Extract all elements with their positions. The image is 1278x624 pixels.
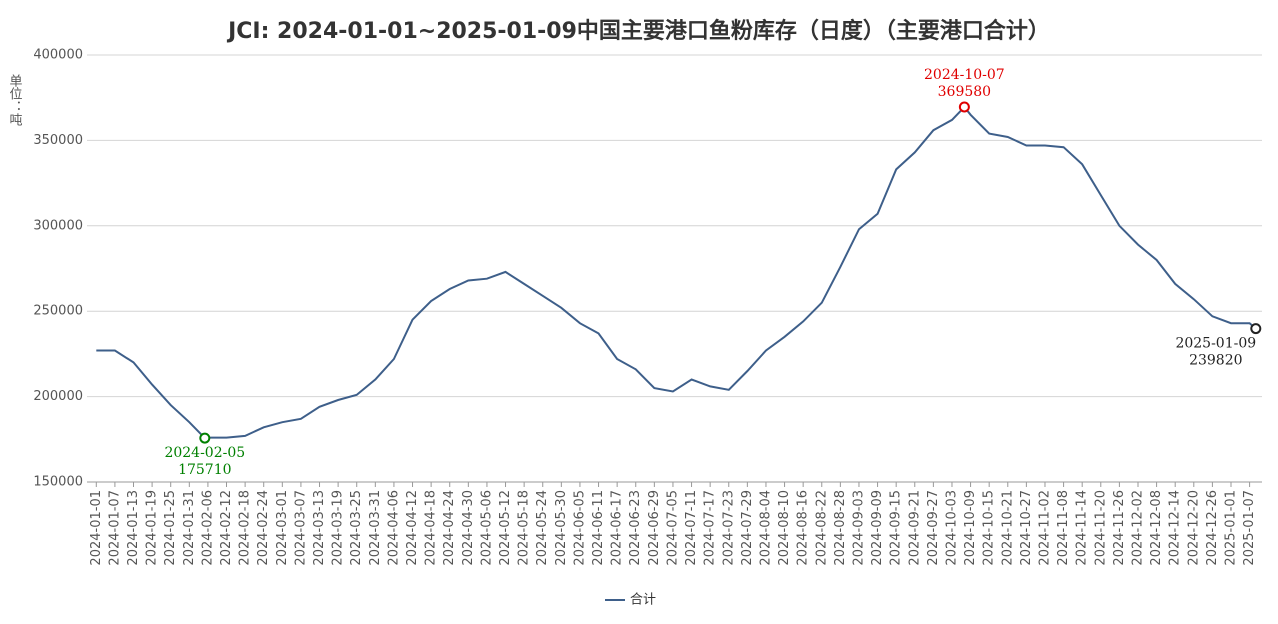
- x-tick-label: 2024-09-03: [851, 490, 866, 566]
- x-tick-label: 2024-01-19: [145, 490, 160, 566]
- x-tick-label: 2024-06-05: [572, 490, 587, 566]
- y-tick-label: 400000: [33, 48, 83, 63]
- x-tick-label: 2024-02-18: [238, 490, 253, 566]
- x-tick-label: 2024-09-09: [870, 490, 885, 566]
- last-value-label: 239820: [1189, 353, 1242, 369]
- x-tick-label: 2024-08-04: [758, 490, 773, 566]
- min-marker: [199, 432, 211, 444]
- y-tick-label: 300000: [33, 218, 83, 233]
- x-tick-label: 2024-02-12: [219, 490, 234, 566]
- x-tick-label: 2024-11-14: [1075, 490, 1090, 566]
- x-tick-label: 2024-07-23: [721, 490, 736, 566]
- x-tick-label: 2024-05-12: [498, 490, 513, 566]
- x-tick-label: 2024-09-15: [889, 490, 904, 566]
- x-tick-label: 2024-12-26: [1205, 490, 1220, 566]
- x-tick-label: 2024-01-07: [107, 490, 122, 566]
- x-tick-label: 2024-10-21: [1000, 490, 1015, 566]
- x-tick-label: 2024-04-30: [461, 490, 476, 566]
- x-tick-label: 2024-10-09: [963, 490, 978, 566]
- min-date-label: 2024-02-05: [164, 445, 245, 461]
- data-line: [96, 105, 1257, 440]
- x-tick-label: 2024-11-20: [1093, 490, 1108, 566]
- x-tick-label: 2024-07-11: [684, 490, 699, 566]
- x-tick-label: 2024-10-15: [982, 490, 997, 566]
- max-date-label: 2024-10-07: [924, 67, 1005, 83]
- x-tick-label: 2024-03-25: [349, 490, 364, 566]
- x-tick-label: 2024-03-01: [275, 490, 290, 566]
- max-value-label: 369580: [938, 84, 991, 100]
- x-tick-label: 2024-01-31: [182, 490, 197, 566]
- x-tick-label: 2024-10-03: [944, 490, 959, 566]
- x-tick-label: 2024-06-29: [647, 490, 662, 566]
- y-tick-label: 150000: [33, 475, 83, 490]
- max-marker: [958, 101, 970, 113]
- x-tick-label: 2024-02-24: [256, 490, 271, 566]
- x-tick-label: 2024-03-19: [331, 490, 346, 566]
- x-tick-label: 2024-11-08: [1056, 490, 1071, 566]
- x-tick-label: 2024-11-02: [1037, 490, 1052, 566]
- last-marker: [1250, 323, 1262, 335]
- x-tick-label: 2024-04-24: [442, 490, 457, 566]
- x-tick-label: 2025-01-01: [1223, 490, 1238, 566]
- x-tick-label: 2024-08-22: [814, 490, 829, 566]
- x-tick-label: 2024-03-13: [312, 490, 327, 566]
- x-tick-label: 2024-06-11: [591, 490, 606, 566]
- last-date-label: 2025-01-09: [1175, 336, 1256, 352]
- x-tick-label: 2024-12-02: [1130, 490, 1145, 566]
- x-tick-label: 2024-12-08: [1149, 490, 1164, 566]
- x-tick-label: 2024-03-31: [368, 490, 383, 566]
- min-value-label: 175710: [178, 462, 231, 478]
- x-tick-label: 2024-01-25: [163, 490, 178, 566]
- x-tick-label: 2024-06-23: [628, 490, 643, 566]
- x-tick-label: 2024-07-29: [740, 490, 755, 566]
- x-tick-label: 2024-04-18: [424, 490, 439, 566]
- x-tick-label: 2024-01-01: [89, 490, 104, 566]
- x-tick-label: 2024-09-27: [926, 490, 941, 566]
- x-tick-label: 2024-06-17: [610, 490, 625, 566]
- x-tick-label: 2024-10-27: [1019, 490, 1034, 566]
- x-tick-label: 2024-04-06: [386, 490, 401, 566]
- legend-label: 合计: [630, 593, 656, 608]
- y-tick-label: 250000: [33, 304, 83, 319]
- x-tick-label: 2024-02-06: [200, 490, 215, 566]
- x-tick-label: 2024-01-13: [126, 490, 141, 566]
- x-tick-label: 2024-08-28: [833, 490, 848, 566]
- x-tick-label: 2024-12-14: [1168, 490, 1183, 566]
- y-tick-label: 350000: [33, 133, 83, 148]
- x-tick-label: 2024-05-18: [517, 490, 532, 566]
- y-tick-label: 200000: [33, 389, 83, 404]
- x-tick-label: 2024-03-07: [293, 490, 308, 566]
- x-tick-label: 2024-04-12: [405, 490, 420, 566]
- x-tick-label: 2025-01-07: [1242, 490, 1257, 566]
- chart-title: JCI: 2024-01-01~2025-01-09中国主要港口鱼粉库存（日度）…: [226, 18, 1050, 44]
- x-tick-label: 2024-08-10: [777, 490, 792, 566]
- x-tick-label: 2024-11-26: [1112, 490, 1127, 566]
- x-tick-label: 2024-12-20: [1186, 490, 1201, 566]
- x-tick-label: 2024-09-21: [907, 490, 922, 566]
- y-axis-label: 单位：吨: [7, 74, 23, 126]
- x-tick-label: 2024-07-17: [703, 490, 718, 566]
- x-tick-label: 2024-05-30: [554, 490, 569, 566]
- x-tick-label: 2024-07-05: [665, 490, 680, 566]
- x-tick-label: 2024-05-06: [479, 490, 494, 566]
- x-tick-label: 2024-05-24: [535, 490, 550, 566]
- x-tick-label: 2024-08-16: [796, 490, 811, 566]
